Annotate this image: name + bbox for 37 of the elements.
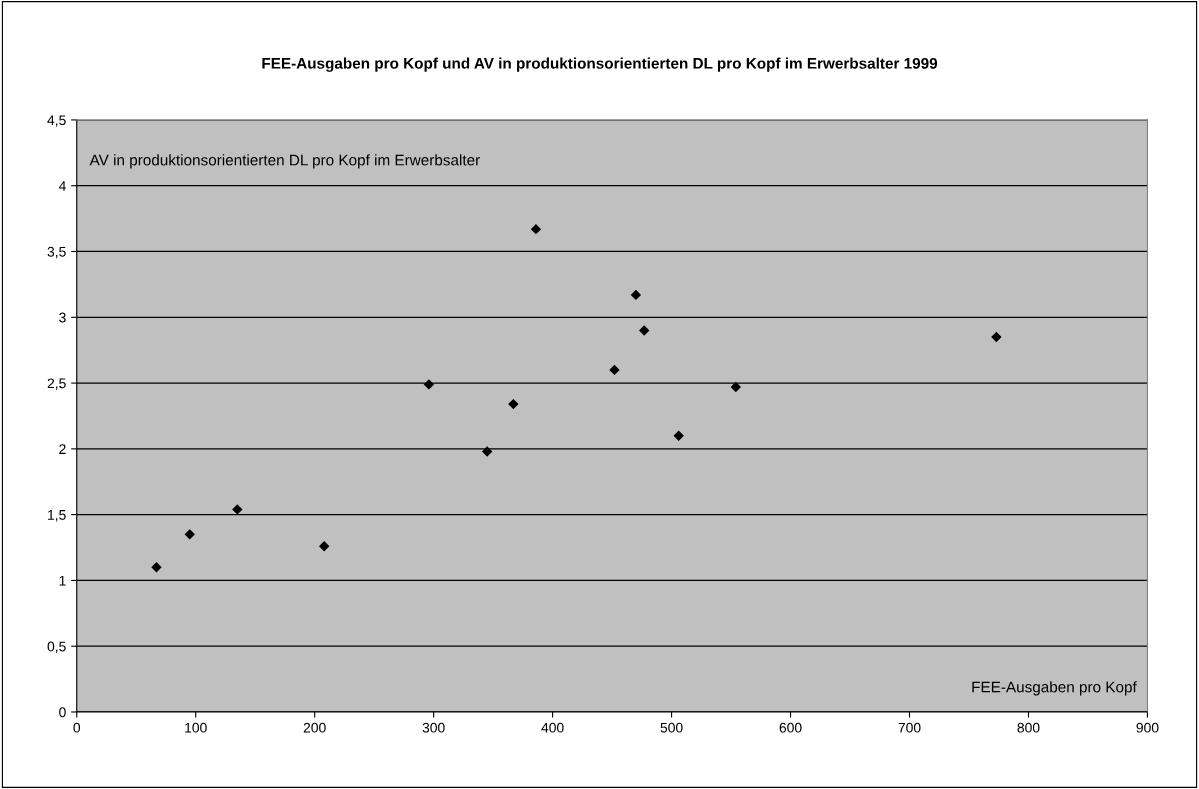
x-tick-label: 300: [422, 722, 445, 733]
point: [481, 446, 493, 457]
x-tick-label: 500: [660, 722, 683, 733]
y-tick-label: 1,5: [48, 510, 66, 522]
x-tick-label: 200: [303, 722, 326, 733]
point: [673, 430, 684, 441]
point: [423, 379, 435, 390]
point: [630, 289, 642, 301]
x-tick-label: 0: [73, 722, 81, 733]
point: [530, 223, 542, 235]
x-tick-label: 800: [1017, 722, 1040, 733]
y-tick-label: 4: [58, 181, 66, 191]
y-tick-label: 3: [59, 312, 66, 323]
point: [639, 325, 650, 336]
chart-title: FEE-Ausgaben pro Kopf und AV in produktionsorientierten DL pro Kopf im Erwerbsalter 1999: [262, 57, 938, 72]
y-tick-label: 1: [59, 575, 66, 586]
x-tick-label: 400: [541, 722, 564, 733]
x-tick-label: 900: [1136, 722, 1159, 733]
x-axis-title: FEE-Ausgaben pro Kopf: [972, 681, 1137, 696]
y-tick-label: 0: [59, 707, 66, 718]
y-tick-label: 0,5: [47, 641, 66, 654]
y-tick-label: 2: [59, 444, 66, 454]
x-tick-label: 600: [779, 722, 802, 733]
y-tick-label: 3,5: [47, 246, 66, 259]
point: [232, 504, 243, 515]
x-tick-label: 700: [898, 722, 921, 733]
point: [151, 562, 162, 573]
point: [730, 381, 742, 393]
point: [991, 331, 1002, 343]
point: [184, 529, 195, 540]
point: [318, 541, 330, 552]
y-axis-title: AV in produktionsorientierten DL pro Kopf im Erwerbsalter: [89, 154, 480, 169]
y-tick-label: 2,5: [47, 378, 66, 390]
y-tick-label: 4,5: [47, 115, 66, 127]
x-tick-label: 100: [185, 722, 207, 733]
point: [609, 364, 620, 376]
point: [508, 398, 519, 410]
